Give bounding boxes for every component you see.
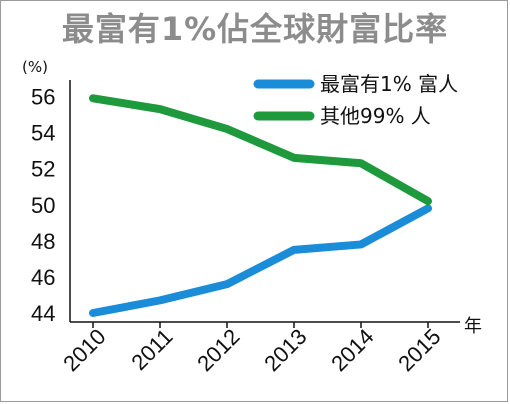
y-axis-unit: (%) xyxy=(22,58,48,76)
y-tick-label: 56 xyxy=(31,85,55,110)
x-tick-label: 2012 xyxy=(192,324,244,376)
legend-label: 最富有1% 富人 xyxy=(320,72,458,96)
y-tick-labels: 44 46 48 50 52 54 56 xyxy=(31,85,55,327)
series-lines xyxy=(89,94,432,317)
x-axis-unit: 年 xyxy=(464,316,482,337)
y-tick-label: 46 xyxy=(31,265,55,290)
series-line-2 xyxy=(89,94,432,206)
chart-title: 最富有1%佔全球財富比率 xyxy=(61,10,449,48)
x-tick-label: 2011 xyxy=(126,324,177,375)
y-tick-label: 54 xyxy=(31,121,55,146)
y-tick-label: 52 xyxy=(31,157,55,182)
y-tick-label: 44 xyxy=(31,301,55,326)
x-tick-label: 2015 xyxy=(393,324,445,376)
x-tick-label: 2013 xyxy=(259,324,311,376)
series-line-1 xyxy=(89,204,432,317)
y-tick-label: 50 xyxy=(31,193,55,218)
x-tick-label: 2014 xyxy=(326,324,378,376)
x-tick-labels: 2010 2011 2012 2013 2014 2015 xyxy=(58,322,446,376)
x-tick-label: 2010 xyxy=(58,324,110,376)
y-tick-label: 48 xyxy=(31,229,55,254)
legend-label: 其他99% 人 xyxy=(320,104,431,128)
axes xyxy=(69,80,460,323)
